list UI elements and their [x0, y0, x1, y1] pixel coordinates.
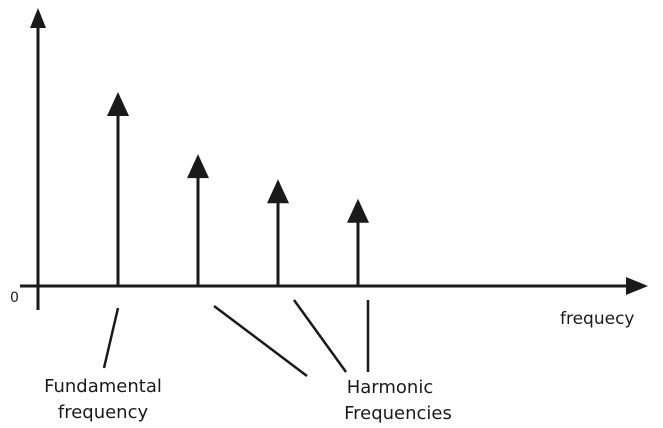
harmonic-label-line-2: Frequencies	[344, 403, 452, 424]
fundamental-pointer	[102, 307, 120, 369]
origin-label: 0	[10, 290, 19, 306]
harmonic-arrowhead	[347, 198, 369, 223]
harmonic-arrowhead	[267, 179, 289, 204]
fundamental-label-line-1: Fundamental	[44, 376, 162, 397]
harmonic-label-line-1: Harmonic	[347, 377, 434, 398]
fundamental-arrowhead	[107, 92, 129, 116]
harmonic-arrowhead	[187, 154, 209, 179]
harmonic-pointer-2	[292, 299, 348, 373]
harmonic-pointer-1	[213, 305, 308, 377]
x-axis-arrowhead	[626, 277, 648, 295]
spectral-lines	[107, 92, 369, 286]
fundamental-label-line-2: frequency	[58, 402, 149, 423]
y-axis-arrowhead	[30, 8, 46, 28]
x-axis-label: frequecy	[560, 309, 635, 329]
